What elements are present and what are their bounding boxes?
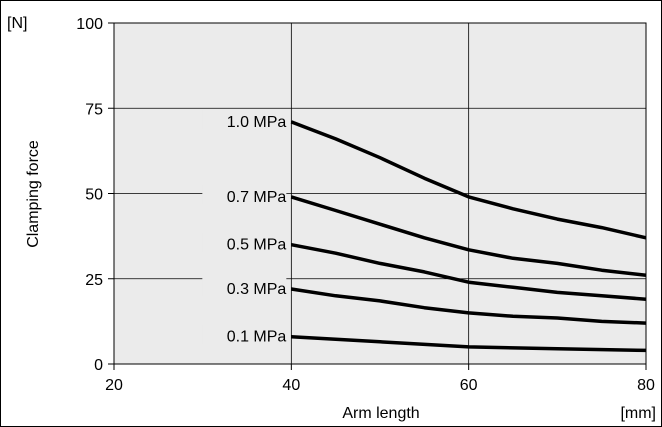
series-label: 1.0 MPa [227, 114, 287, 131]
y-axis-unit: [N] [7, 15, 27, 32]
y-tick-label: 50 [85, 187, 103, 204]
series-line [291, 287, 647, 325]
series-line [290, 242, 647, 301]
series-label: 0.3 MPa [227, 281, 287, 298]
series-label-mask [202, 232, 287, 253]
y-tick-label: 0 [94, 357, 103, 374]
x-tick-label: 20 [105, 377, 123, 394]
series-label-mask [202, 276, 287, 297]
series-label-mask [202, 184, 287, 205]
series-lines [290, 120, 647, 353]
x-tick-label: 40 [282, 377, 300, 394]
series-line [290, 195, 647, 278]
series-label-mask [202, 324, 287, 345]
y-tick-label: 75 [85, 101, 103, 118]
label-masks [202, 109, 287, 345]
x-axis-ticks: 20 40 60 80 [105, 364, 655, 394]
series-labels: 1.0 MPa 0.7 MPa 0.5 MPa 0.3 MPa 0.1 MPa [227, 114, 287, 346]
x-axis-title: Arm length [342, 405, 419, 422]
series-line [290, 120, 647, 240]
x-tick-label: 80 [637, 377, 655, 394]
y-axis-title: Clamping force [25, 140, 42, 248]
y-axis-ticks: 0 25 50 75 100 [76, 16, 114, 374]
y-tick-label: 100 [76, 16, 103, 33]
series-label-mask [202, 109, 287, 130]
x-axis-unit: [mm] [620, 405, 656, 422]
series-label: 0.1 MPa [227, 329, 287, 346]
y-tick-label: 25 [85, 272, 103, 289]
series-line [291, 334, 647, 353]
series-label: 0.7 MPa [227, 189, 287, 206]
x-tick-label: 60 [460, 377, 478, 394]
series-label: 0.5 MPa [227, 237, 287, 254]
